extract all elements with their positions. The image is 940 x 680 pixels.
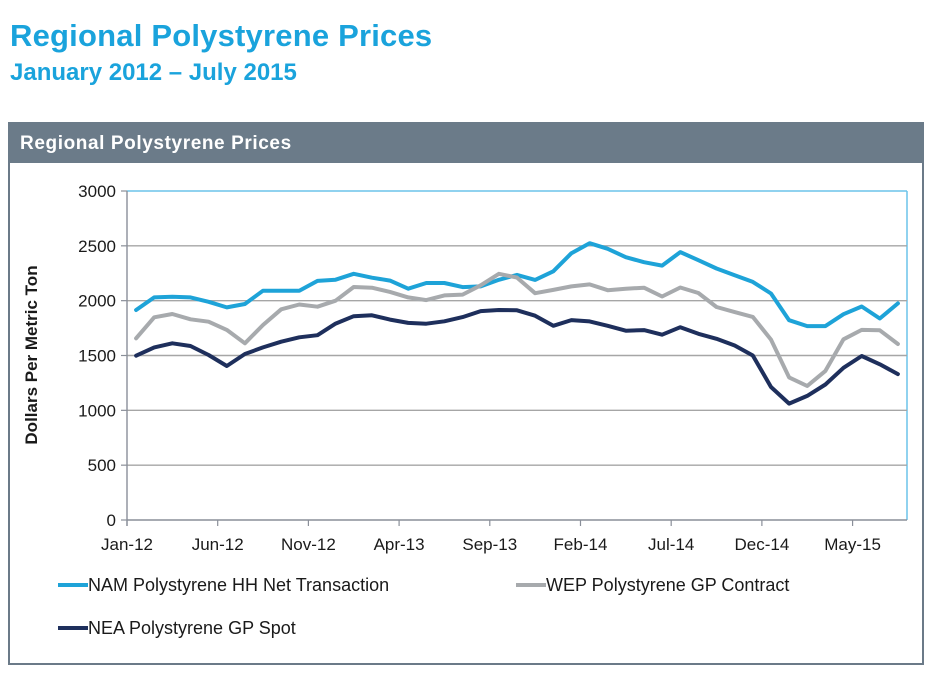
y-tick-label: 2000 (78, 292, 116, 311)
axes: 0 500 1000 1500 2000 2500 3000 Jan-12 Jun-12 Nov-… (78, 182, 881, 554)
chart-panel-title: Regional Polystyrene Prices (20, 133, 292, 154)
legend: NAM Polystyrene HH Net Transaction WEP Po… (58, 575, 789, 638)
x-tick-label: Feb-14 (554, 535, 608, 554)
x-tick-label: Jun-12 (192, 535, 244, 554)
y-tick-label: 1000 (78, 401, 116, 420)
x-tick-label: Apr-13 (374, 535, 425, 554)
series-line-nea (134, 308, 900, 406)
legend-label-nea: NEA Polystyrene GP Spot (88, 618, 296, 638)
page-title: Regional Polystyrene Prices (10, 18, 433, 53)
series-line-nam (134, 241, 900, 329)
series-lines (134, 241, 900, 406)
series-line-wep (134, 271, 900, 388)
x-tick-label: Sep-13 (462, 535, 517, 554)
x-tick-label: Nov-12 (281, 535, 336, 554)
page-subtitle: January 2012 – July 2015 (10, 59, 297, 86)
x-tick-label: Jan-12 (101, 535, 153, 554)
x-tick-label: Jul-14 (648, 535, 694, 554)
legend-label-nam: NAM Polystyrene HH Net Transaction (88, 575, 389, 595)
y-tick-label: 3000 (78, 182, 116, 201)
y-axis-title: Dollars Per Metric Ton (22, 265, 41, 444)
legend-label-wep: WEP Polystyrene GP Contract (546, 575, 789, 595)
y-tick-label: 0 (107, 511, 116, 530)
y-tick-label: 2500 (78, 237, 116, 256)
chart-panel-header: Regional Polystyrene Prices (8, 122, 924, 163)
y-tick-label: 500 (88, 456, 116, 475)
x-tick-label: Dec-14 (734, 535, 789, 554)
chart-panel (8, 122, 924, 665)
x-tick-label: May-15 (824, 535, 881, 554)
y-tick-label: 1500 (78, 347, 116, 366)
